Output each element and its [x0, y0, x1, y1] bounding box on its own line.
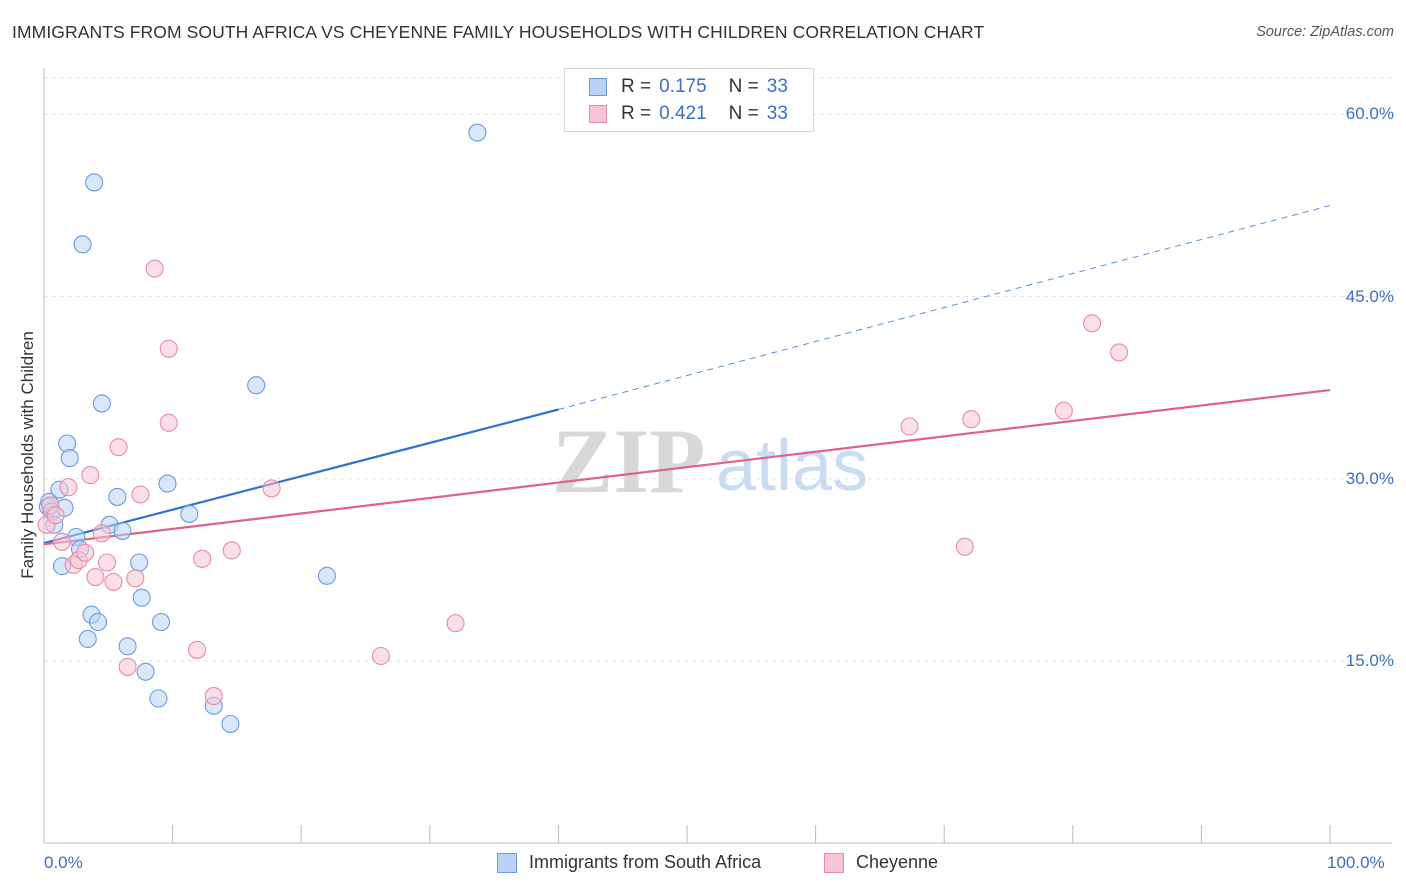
point-cheyenne [118, 657, 137, 676]
point-immigrants [78, 629, 97, 649]
grid-layer [44, 77, 1392, 662]
stats-row-pink: R = 0.421 N = 33 [589, 102, 788, 126]
point-immigrants [92, 394, 111, 413]
point-immigrants [73, 235, 92, 254]
watermark-atlas: atlas [716, 426, 868, 506]
legend-label: Cheyenne [856, 852, 939, 872]
trendlines [43, 205, 1331, 546]
legend-swatch-blue [589, 78, 607, 96]
point-immigrants [108, 487, 127, 506]
point-cheyenne [193, 549, 212, 568]
point-cheyenne [962, 410, 981, 429]
point-cheyenne [1083, 314, 1102, 333]
point-cheyenne [109, 438, 128, 457]
x-tick-label-max: 100.0% [1327, 853, 1385, 872]
point-cheyenne [52, 532, 72, 551]
trendline-blue-extension [558, 205, 1331, 410]
point-cheyenne [159, 339, 178, 358]
legend-item-immigrants[interactable]: Immigrants from South Africa [497, 852, 761, 873]
point-immigrants [136, 662, 155, 681]
point-immigrants [149, 689, 168, 708]
legend-swatch-pink [824, 852, 844, 873]
points-layer [37, 123, 1129, 734]
y-tick-label: 60.0% [1345, 104, 1394, 124]
point-cheyenne [900, 417, 919, 436]
point-cheyenne [159, 413, 178, 432]
point-cheyenne [104, 572, 123, 591]
point-cheyenne [446, 614, 465, 633]
point-immigrants [118, 637, 137, 656]
point-immigrants [151, 612, 171, 632]
point-cheyenne [955, 537, 974, 556]
point-cheyenne [204, 687, 223, 706]
point-immigrants [317, 566, 336, 585]
n-label: N = [728, 76, 759, 97]
point-cheyenne [126, 569, 145, 588]
point-cheyenne [46, 506, 65, 525]
trendline-pink [43, 388, 1331, 546]
point-cheyenne [86, 568, 105, 587]
point-cheyenne [187, 640, 207, 659]
point-immigrants [113, 521, 132, 540]
point-immigrants [88, 612, 108, 632]
point-immigrants [468, 123, 487, 142]
n-value: 33 [766, 103, 788, 124]
point-cheyenne [81, 466, 100, 485]
point-cheyenne [1110, 343, 1129, 362]
source-label: Source: ZipAtlas.com [1256, 24, 1394, 40]
point-cheyenne [92, 524, 111, 543]
point-cheyenne [59, 478, 78, 497]
legend-label: Immigrants from South Africa [529, 852, 762, 872]
point-immigrants [85, 173, 104, 192]
point-immigrants [130, 553, 149, 572]
watermark: ZIP atlas [552, 410, 868, 512]
point-cheyenne [76, 543, 95, 562]
point-immigrants [60, 449, 79, 468]
point-cheyenne [97, 553, 117, 572]
n-value: 33 [766, 76, 788, 97]
r-label: R = [621, 103, 652, 124]
series-legend: Immigrants from South Africa Cheyenne [0, 852, 1406, 876]
point-cheyenne [262, 479, 281, 498]
y-tick-label: 45.0% [1345, 286, 1394, 306]
legend-item-cheyenne[interactable]: Cheyenne [824, 852, 938, 873]
point-immigrants [158, 474, 177, 493]
r-label: R = [621, 76, 652, 97]
point-immigrants [180, 504, 199, 523]
point-cheyenne [131, 485, 150, 504]
point-cheyenne [222, 541, 241, 560]
legend-swatch-pink [589, 105, 607, 123]
chart-title: IMMIGRANTS FROM SOUTH AFRICA VS CHEYENNE… [12, 22, 985, 42]
watermark-zip: ZIP [552, 410, 705, 512]
stats-legend: R = 0.175 N = 33 R = 0.421 N = 33 [564, 68, 814, 132]
point-immigrants [247, 376, 266, 395]
y-tick-label: 15.0% [1345, 650, 1394, 670]
legend-swatch-blue [497, 852, 517, 873]
x-tick-label-min: 0.0% [44, 853, 83, 872]
axis-layer [43, 68, 1392, 844]
point-cheyenne [1054, 401, 1073, 420]
point-immigrants [132, 588, 151, 607]
y-tick-label: 30.0% [1345, 468, 1394, 488]
point-immigrants [221, 714, 240, 734]
stats-row-blue: R = 0.175 N = 33 [589, 75, 788, 99]
trendline-blue [43, 408, 559, 545]
point-cheyenne [371, 646, 390, 666]
n-label: N = [728, 103, 759, 124]
point-cheyenne [145, 259, 164, 278]
r-value: 0.175 [659, 76, 707, 97]
r-value: 0.421 [659, 103, 707, 124]
